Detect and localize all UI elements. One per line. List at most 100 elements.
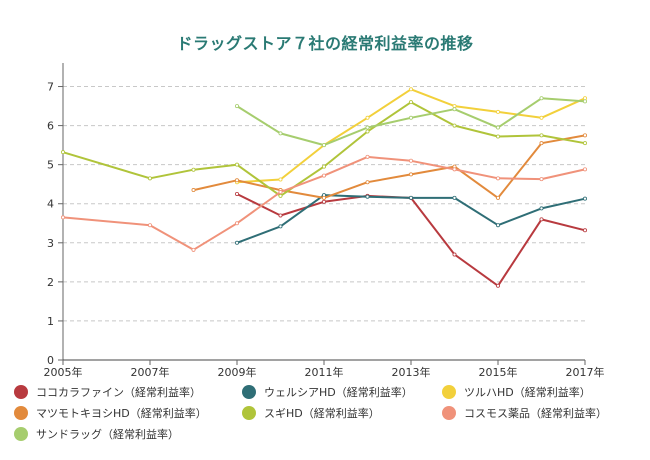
data-point [191,188,196,193]
data-point [321,164,326,169]
data-point [408,100,413,105]
series-line-3 [193,134,586,199]
legend-item[interactable]: ツルハHD（経常利益率） [442,384,591,400]
data-point [539,177,544,182]
legend-label: マツモトキヨシHD（経常利益率） [36,407,207,420]
data-point [539,133,544,138]
x-tick-label: 2011年 [305,365,344,379]
legend-swatch [14,385,28,399]
series-line-4 [62,101,586,197]
data-point [365,154,370,159]
legend-label: サンドラッグ（経常利益率） [36,428,179,441]
legend-item[interactable]: ウェルシアHD（経常利益率） [242,384,413,400]
data-point [365,180,370,185]
data-point [495,195,500,200]
data-point [278,193,283,198]
x-tick-label: 2017年 [566,365,605,379]
data-point [234,240,239,245]
data-point [408,195,413,200]
data-point [495,223,500,228]
legend-label: コスモス薬品（経常利益率） [464,407,607,420]
y-tick-label: 3 [47,237,54,250]
series-line-0 [236,193,586,287]
x-tick-label: 2007年 [131,365,170,379]
legend-swatch [242,385,256,399]
series-line-6 [236,97,586,147]
data-point [147,176,152,181]
legend-label: ウェルシアHD（経常利益率） [264,386,413,399]
data-point [234,178,239,183]
y-tick-label: 6 [47,120,54,133]
data-point [452,123,457,128]
data-point [495,134,500,139]
chart-title: ドラッグストア７社の経常利益率の推移 [176,34,474,53]
legend-item[interactable]: マツモトキヨシHD（経常利益率） [14,405,207,421]
data-point [452,195,457,200]
data-point [321,143,326,148]
data-point [365,125,370,130]
y-tick-label: 7 [47,81,54,94]
legend-item[interactable]: サンドラッグ（経常利益率） [14,426,179,442]
data-point [539,206,544,211]
legend-swatch [442,406,456,420]
data-point [147,223,152,228]
y-tick-label: 5 [47,159,54,172]
data-point [495,109,500,114]
data-point [234,191,239,196]
tick-labels: 0 1 2 3 4 5 6 7 2005年 2007年 2009年 2011年 2013年 2015年 20… [44,81,605,379]
axes [58,63,586,365]
data-point [365,194,370,199]
data-point [583,99,588,104]
data-point [495,125,500,130]
series-line-1 [236,194,586,244]
data-point [452,107,457,112]
data-point [452,252,457,257]
line-chart: 0 1 2 3 4 5 6 7 2005年 2007年 2009年 2011年 2013年 2015年 20… [44,63,605,379]
data-point [408,158,413,163]
data-point [583,167,588,172]
data-point [321,199,326,204]
y-tick-label: 2 [47,276,54,289]
legend-item[interactable]: ココカラファイン（経常利益率） [14,384,201,400]
data-point [365,129,370,134]
legend-swatch [14,427,28,441]
legend-label: ツルハHD（経常利益率） [464,386,591,399]
data-point [539,217,544,222]
data-point [278,213,283,218]
legend-swatch [14,406,28,420]
data-point [278,190,283,195]
data-point [191,167,196,172]
y-tick-label: 4 [47,198,54,211]
legend-label: スギHD（経常利益率） [264,407,380,420]
data-point [278,131,283,136]
data-point [191,247,196,252]
data-point [583,141,588,146]
y-tick-label: 1 [47,315,54,328]
series-line-5 [62,155,586,251]
data-point [583,96,588,101]
data-point [495,283,500,288]
data-point [583,196,588,201]
legend-item[interactable]: スギHD（経常利益率） [242,405,380,421]
data-point [539,96,544,101]
data-point [61,150,66,155]
x-tick-label: 2005年 [44,365,83,379]
x-tick-label: 2015年 [479,365,518,379]
data-point [408,115,413,120]
legend-swatch [242,406,256,420]
data-point [365,115,370,120]
data-point [539,115,544,120]
data-point [452,167,457,172]
data-point [452,104,457,109]
x-tick-label: 2013年 [392,365,431,379]
data-point [234,162,239,167]
legend-swatch [442,385,456,399]
legend-item[interactable]: コスモス薬品（経常利益率） [442,405,607,421]
data-point [61,215,66,220]
data-point [321,195,326,200]
data-point [278,177,283,182]
data-point [583,228,588,233]
data-point [321,173,326,178]
data-point [583,133,588,138]
data-point [408,87,413,92]
